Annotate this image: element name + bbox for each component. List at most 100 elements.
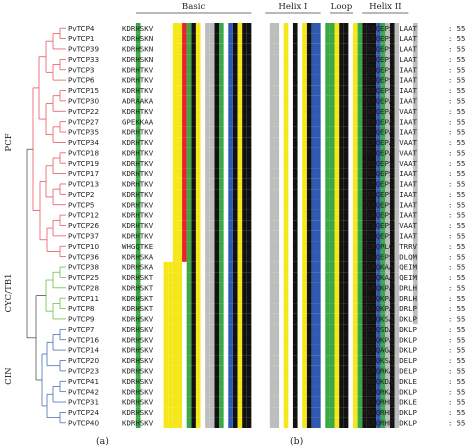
residue-highlight [177, 178, 183, 190]
residue-highlight [394, 220, 400, 231]
residue-highlight [357, 313, 363, 325]
residue-highlight [394, 230, 400, 242]
residue-highlight [205, 417, 210, 428]
residue-highlight [292, 74, 298, 86]
residue-highlight [228, 54, 233, 65]
residue-highlight [163, 261, 169, 273]
residue-highlight [214, 74, 220, 86]
residue-highlight [329, 168, 335, 179]
residue-highlight [343, 261, 349, 273]
residue-highlight [339, 251, 344, 262]
residue-highlight [186, 272, 192, 283]
residue-highlight [394, 158, 400, 169]
residue-highlight [274, 355, 280, 366]
residue-highlight [242, 241, 247, 252]
residue-highlight [339, 407, 344, 418]
residue-highlight [219, 126, 224, 138]
residue-highlight [353, 355, 358, 366]
residue-highlight [209, 23, 215, 34]
sequence-length: : 55 [448, 304, 465, 313]
residue-highlight [219, 324, 224, 335]
residue-highlight [195, 220, 201, 231]
sequence-tail: IAAT [399, 86, 417, 95]
residue-highlight [325, 344, 330, 356]
sequence-tail: DKLP [399, 387, 417, 396]
residue-highlight [316, 261, 321, 273]
residue-highlight [177, 168, 183, 179]
residue-highlight [394, 407, 400, 418]
sequence-tail: VAAT [399, 148, 417, 157]
residue-highlight [325, 209, 330, 221]
residue-highlight [366, 33, 372, 44]
residue-highlight [186, 230, 192, 242]
residue-highlight [325, 116, 330, 127]
sequence-prefix: KDRHTKV [122, 138, 154, 147]
residue-highlight [232, 199, 238, 210]
residue-highlight [371, 417, 377, 428]
residue-highlight [135, 137, 141, 148]
residue-highlight [339, 33, 344, 44]
residue-highlight [205, 43, 210, 55]
residue-highlight [357, 282, 363, 293]
residue-highlight [311, 137, 317, 148]
residue-highlight [353, 324, 358, 335]
residue-highlight [228, 64, 233, 75]
residue-highlight [329, 178, 335, 190]
residue-highlight [237, 126, 243, 138]
residue-highlight [329, 272, 335, 283]
residue-highlight [371, 74, 377, 86]
residue-highlight [163, 344, 169, 356]
residue-highlight [316, 376, 321, 387]
residue-highlight [186, 95, 192, 107]
residue-highlight [292, 54, 298, 65]
residue-highlight [302, 324, 307, 335]
residue-highlight [195, 168, 201, 179]
sequence-tail: VAAT [399, 107, 417, 116]
residue-highlight [135, 23, 141, 34]
residue-highlight [353, 116, 358, 127]
residue-highlight [135, 241, 141, 252]
residue-highlight [334, 376, 340, 387]
residue-highlight [371, 64, 377, 75]
residue-highlight [172, 95, 178, 107]
sequence-tail: DKLE [399, 398, 417, 407]
sequence-length: : 55 [448, 366, 465, 375]
residue-highlight [172, 43, 178, 55]
residue-highlight [232, 178, 238, 190]
residue-highlight [186, 23, 192, 34]
residue-highlight [205, 189, 210, 200]
residue-highlight [186, 33, 192, 44]
gene-label: PvTCP14 [68, 346, 99, 355]
residue-highlight [343, 106, 349, 117]
residue-highlight [237, 344, 243, 356]
residue-highlight [205, 293, 210, 304]
residue-highlight [357, 126, 363, 138]
residue-highlight [357, 344, 363, 356]
residue-highlight [316, 417, 321, 428]
residue-highlight [353, 54, 358, 65]
sequence-helix2: TIRQEPS [362, 252, 393, 261]
residue-highlight [353, 85, 358, 96]
residue-highlight [232, 33, 238, 44]
residue-highlight [366, 106, 372, 117]
residue-highlight [366, 95, 372, 107]
residue-highlight [237, 251, 243, 262]
residue-highlight [389, 303, 395, 314]
residue-highlight [205, 95, 210, 107]
residue-highlight [191, 251, 196, 262]
residue-highlight [302, 293, 307, 304]
residue-highlight [177, 74, 183, 86]
residue-highlight [353, 282, 358, 293]
residue-highlight [343, 74, 349, 86]
residue-highlight [302, 158, 307, 169]
residue-highlight [353, 376, 358, 387]
residue-highlight [394, 293, 400, 304]
residue-highlight [209, 116, 215, 127]
residue-highlight [209, 334, 215, 345]
residue-highlight [219, 376, 224, 387]
residue-highlight [339, 334, 344, 345]
residue-highlight [214, 282, 220, 293]
residue-highlight [269, 303, 275, 314]
residue-highlight [195, 64, 201, 75]
residue-highlight [186, 158, 192, 169]
